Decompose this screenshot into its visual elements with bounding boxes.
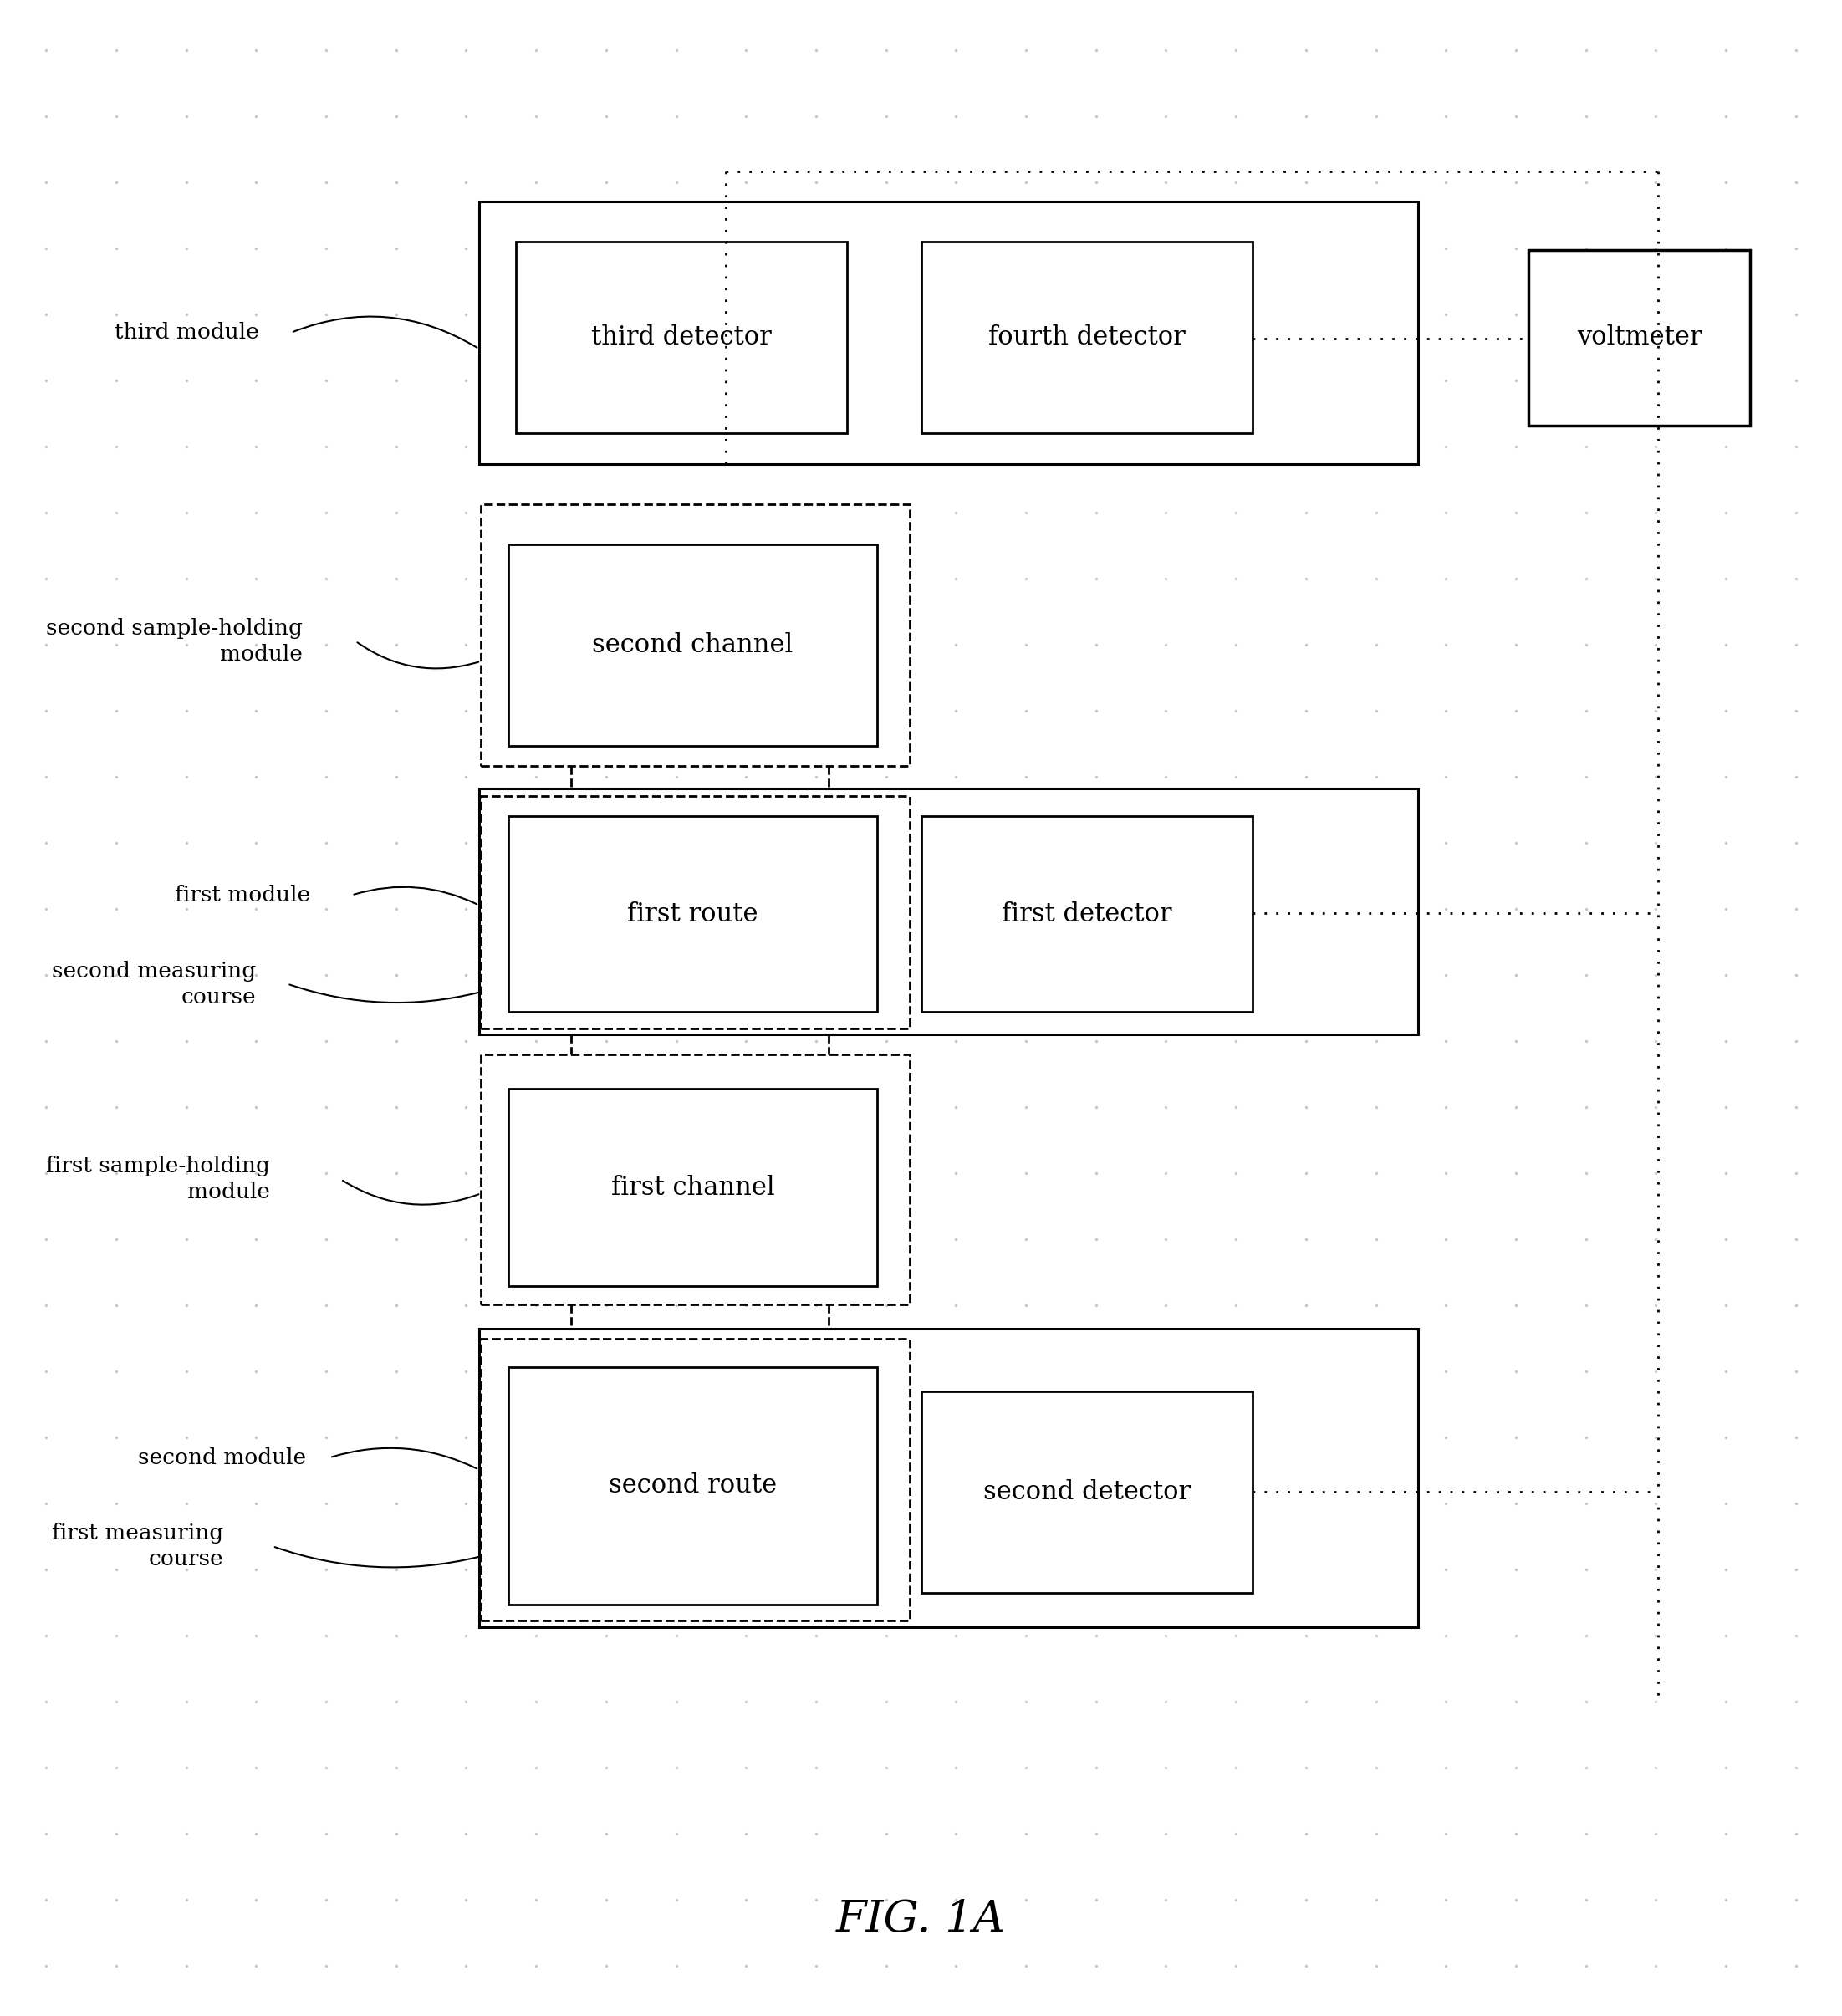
Text: second sample-holding
module: second sample-holding module [46,617,302,665]
Bar [508,1367,877,1605]
Text: second measuring
course: second measuring course [52,960,256,1008]
Text: third module: third module [114,323,258,343]
Bar [921,816,1253,1012]
Text: fourth detector: fourth detector [987,325,1186,351]
Bar [508,544,877,746]
Bar [481,796,910,1028]
Text: second route: second route [608,1474,777,1498]
Bar [1529,250,1750,425]
Text: first measuring
course: first measuring course [52,1522,223,1570]
Bar [479,202,1418,464]
Text: first channel: first channel [612,1175,774,1200]
Text: first detector: first detector [1002,901,1172,927]
Text: third detector: third detector [591,325,772,351]
Text: first module: first module [175,885,311,905]
Bar [481,504,910,766]
Bar [921,242,1253,433]
Bar [508,1089,877,1286]
Bar [516,242,847,433]
Bar [481,1054,910,1304]
Text: second detector: second detector [984,1480,1190,1504]
Bar [481,1339,910,1621]
Text: FIG. 1A: FIG. 1A [836,1897,1006,1941]
Bar [921,1391,1253,1593]
Text: first route: first route [626,901,759,927]
Text: second module: second module [138,1447,306,1468]
Bar [479,788,1418,1034]
Bar [479,1329,1418,1627]
Text: first sample-holding
module: first sample-holding module [46,1155,271,1204]
Bar [508,816,877,1012]
Text: second channel: second channel [591,633,794,657]
Text: voltmeter: voltmeter [1577,325,1702,351]
